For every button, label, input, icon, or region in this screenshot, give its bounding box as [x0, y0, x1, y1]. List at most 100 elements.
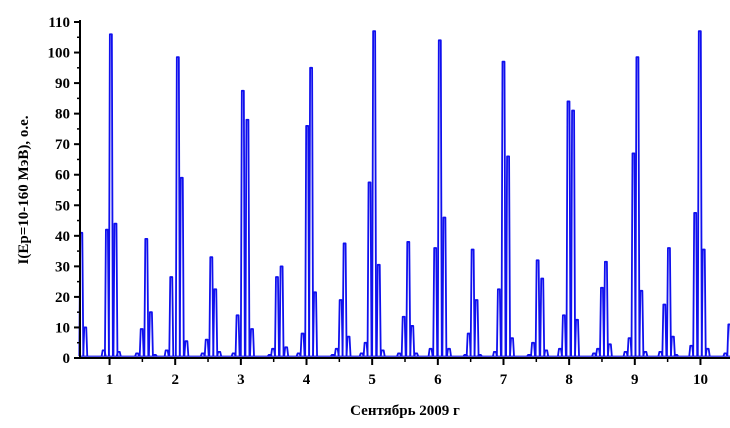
spike [203, 338, 210, 357]
spike [208, 256, 215, 357]
y-tick-label: 50 [55, 198, 70, 214]
y-tick-label: 110 [48, 15, 70, 31]
spike [366, 181, 373, 357]
spike [534, 259, 541, 357]
spike [244, 118, 251, 357]
spike [239, 89, 246, 357]
spike [477, 354, 483, 357]
spike [661, 303, 668, 357]
spike [432, 247, 439, 357]
spike [726, 323, 730, 357]
spike [163, 349, 170, 357]
spike [278, 265, 285, 357]
spike [469, 248, 476, 357]
spike [283, 346, 290, 357]
series-layer [78, 30, 730, 357]
x-tick-label: 10 [693, 372, 708, 388]
spike [606, 343, 613, 357]
y-tick-label: 70 [55, 137, 70, 153]
spike [138, 328, 145, 357]
spike [216, 350, 223, 357]
spike [396, 352, 402, 357]
x-tick-label: 6 [434, 372, 442, 388]
spike [560, 314, 567, 357]
y-tick-label: 30 [55, 259, 70, 275]
spike [413, 352, 420, 357]
y-axis-title: I(Ep=10-160 МэВ), о.е. [16, 115, 32, 264]
x-tick-label: 4 [303, 372, 311, 388]
spike [473, 299, 480, 357]
spike [673, 354, 679, 357]
spike [178, 176, 185, 357]
y-tick-label: 10 [55, 320, 70, 336]
spike [371, 30, 378, 357]
spike [509, 337, 515, 357]
y-tick-label: 60 [55, 168, 70, 184]
spike [543, 349, 550, 357]
spike [400, 315, 407, 357]
spike [642, 350, 649, 357]
spike [375, 263, 382, 357]
spike [427, 347, 434, 357]
spike [446, 347, 452, 357]
spike [312, 291, 318, 357]
spike [148, 311, 154, 357]
spike [341, 242, 348, 357]
x-axis-title: Сентябрь 2009 г [350, 403, 460, 419]
spike [692, 212, 699, 357]
x-tick-label: 8 [565, 372, 573, 388]
x-tick-label: 1 [106, 372, 114, 388]
y-tick-label: 0 [63, 351, 71, 367]
spike [274, 276, 280, 357]
spike [234, 314, 241, 357]
spike [634, 56, 641, 357]
spike [495, 288, 502, 357]
spike [112, 222, 119, 357]
spike [570, 109, 576, 357]
spike [299, 332, 306, 357]
spike [115, 350, 122, 357]
spike [530, 341, 536, 357]
x-ticks: 1 2 3 4 5 6 7 8 9 10 [106, 358, 708, 388]
spike [565, 100, 572, 357]
spike [174, 56, 181, 357]
spike [143, 237, 150, 357]
spike [500, 60, 507, 357]
spike [249, 328, 255, 357]
spike [638, 289, 645, 357]
spike [345, 335, 352, 357]
spike [152, 354, 158, 357]
spike [107, 33, 114, 357]
x-tick-label: 5 [368, 372, 376, 388]
spike [82, 326, 89, 357]
spike [168, 276, 175, 357]
spike [539, 277, 546, 357]
x-tick-label: 7 [500, 372, 508, 388]
y-tick-label: 40 [55, 229, 70, 245]
spike [696, 30, 703, 357]
spike [441, 216, 448, 357]
spike [574, 318, 580, 357]
spike [669, 335, 676, 357]
spike [704, 347, 711, 357]
x-tick-label: 3 [237, 372, 245, 388]
y-tick-label: 20 [55, 290, 70, 306]
y-ticks: 0 10 20 30 40 50 60 70 80 90 100 110 [48, 15, 80, 367]
spike [603, 260, 609, 357]
spike [505, 155, 511, 357]
spike [308, 66, 315, 357]
spike [183, 340, 190, 357]
x-tick-label: 2 [171, 372, 179, 388]
spike [405, 241, 412, 357]
x-tick-label: 9 [631, 372, 639, 388]
y-tick-label: 90 [55, 76, 70, 92]
spike [700, 248, 707, 357]
spike [436, 39, 443, 357]
spike [379, 349, 386, 357]
spike [666, 247, 672, 357]
y-tick-label: 80 [55, 107, 70, 123]
spike [409, 325, 416, 357]
y-tick-label: 100 [48, 46, 71, 62]
